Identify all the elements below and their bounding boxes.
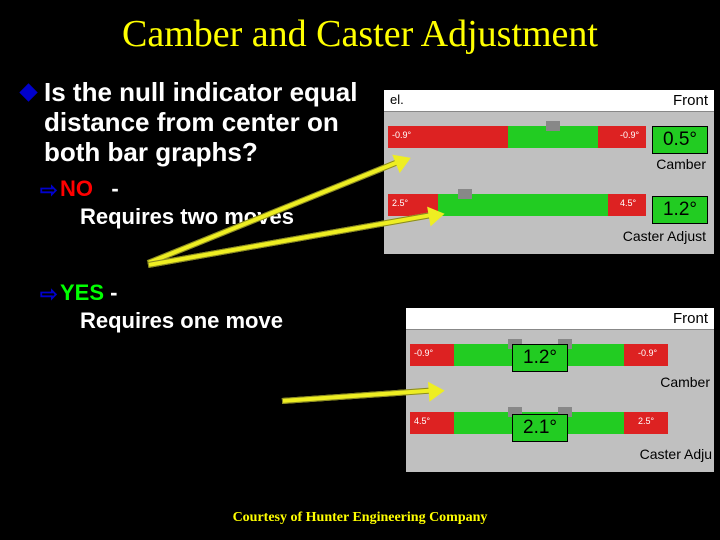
tick-right: 2.5°: [638, 416, 654, 426]
no-dash: -: [111, 176, 118, 201]
yes-label: YES: [60, 280, 104, 305]
panel-bottom-header: Front: [406, 308, 714, 330]
slide-title: Camber and Caster Adjustment: [0, 0, 720, 56]
tick-right: -0.9°: [620, 130, 639, 140]
panel-top-header: el. Front: [384, 90, 714, 112]
slide: Camber and Caster Adjustment Is the null…: [0, 0, 720, 540]
footer-credit: Courtesy of Hunter Engineering Company: [0, 510, 720, 526]
camber-label-top: Camber: [656, 156, 706, 172]
camber-label-bottom: Camber: [660, 374, 710, 390]
content-text: Is the null indicator equal distance fro…: [22, 78, 382, 334]
tick-left: 4.5°: [414, 416, 430, 426]
camber-value-top: 0.5°: [652, 126, 708, 154]
arrow-down-icon: ⇨: [40, 282, 58, 307]
tick-left: 2.5°: [392, 198, 408, 208]
corner-label: el.: [390, 92, 404, 107]
yes-text: Requires one move: [22, 308, 382, 334]
yes-dash: -: [110, 280, 117, 305]
caster-label-top: Caster Adjust: [623, 228, 706, 244]
front-label: Front: [673, 92, 708, 109]
question-text: Is the null indicator equal distance fro…: [44, 77, 358, 167]
notch-icon: [546, 121, 560, 131]
tick-left: -0.9°: [392, 130, 411, 140]
panel-bottom: Front -0.9° -0.9° 1.2° Camber 4.5° 2.5° …: [406, 308, 714, 472]
caster-value-bottom: 2.1°: [512, 414, 568, 442]
no-label: NO: [60, 176, 93, 201]
question-bullet: Is the null indicator equal distance fro…: [22, 78, 382, 168]
arrow-down-icon: ⇨: [40, 178, 58, 203]
yes-bullet: ⇨ YES -: [22, 280, 382, 306]
camber-value-bottom: 1.2°: [512, 344, 568, 372]
front-label: Front: [673, 310, 708, 327]
no-text: Requires two moves: [22, 204, 382, 230]
tick-left: -0.9°: [414, 348, 433, 358]
caster-label-bottom: Caster Adju: [640, 446, 712, 462]
notch-icon: [458, 189, 472, 199]
tick-right: 4.5°: [620, 198, 636, 208]
diamond-icon: [19, 83, 37, 101]
caster-value-top: 1.2°: [652, 196, 708, 224]
tick-right: -0.9°: [638, 348, 657, 358]
panel-top: el. Front -0.9° -0.9° 0.5° Camber 2.5° 4…: [384, 90, 714, 254]
